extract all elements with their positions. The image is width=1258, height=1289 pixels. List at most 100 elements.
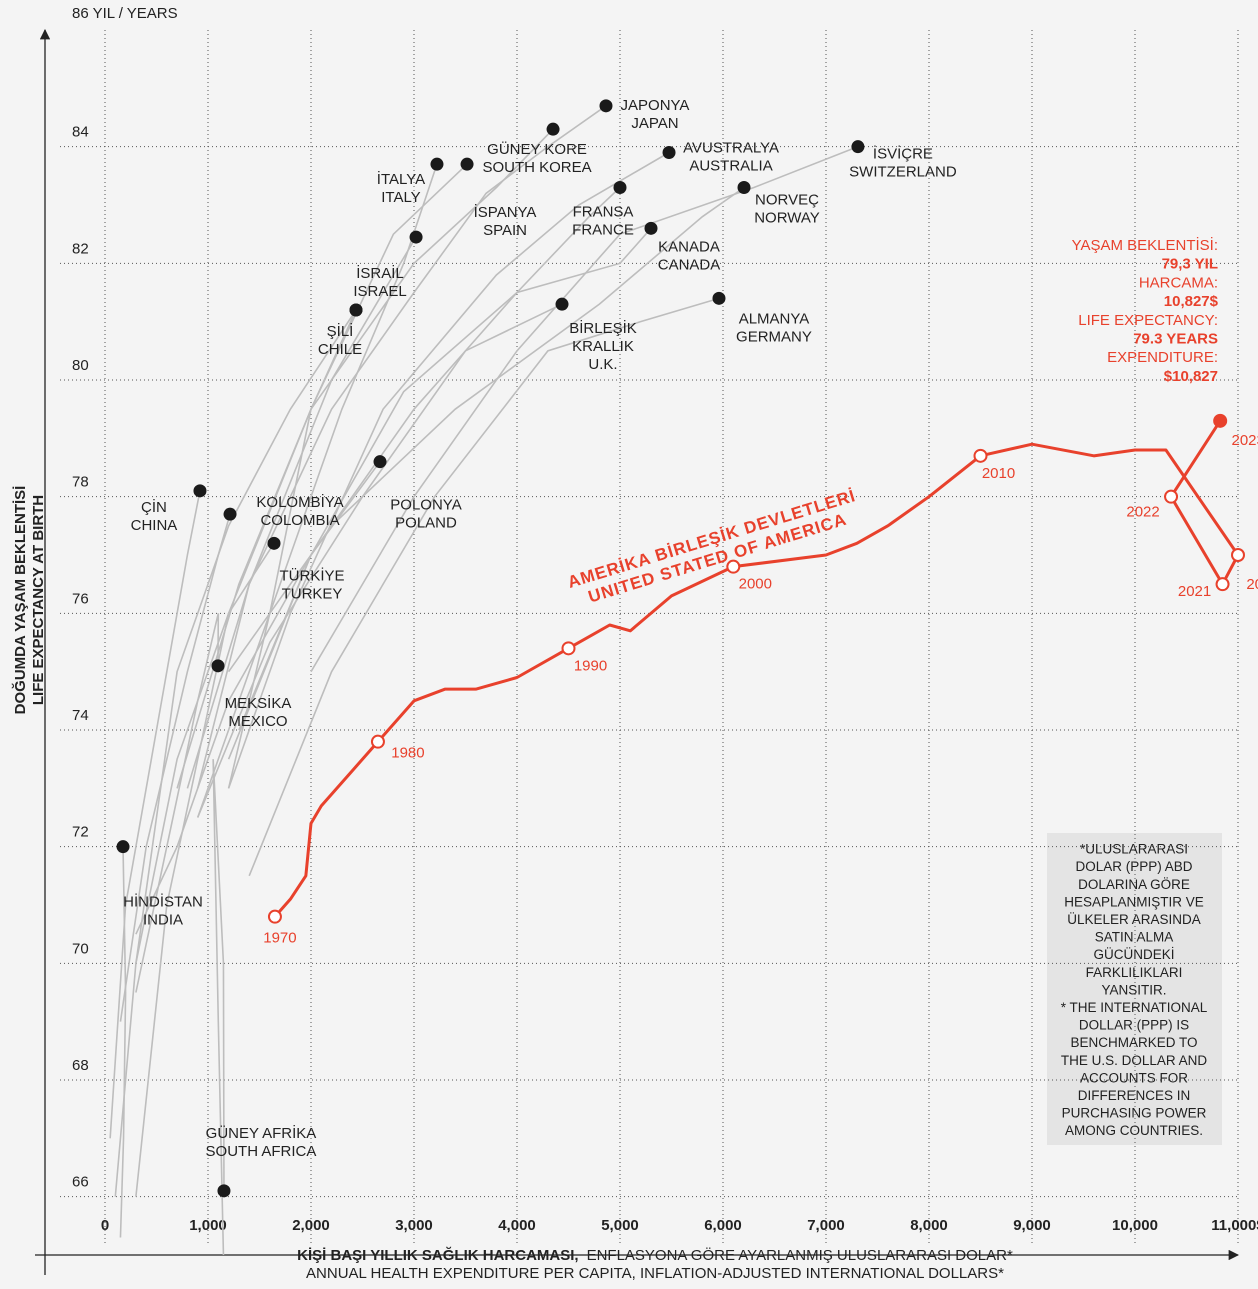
country-dot [644, 221, 658, 235]
note-line: AMONG COUNTRIES. [1065, 1123, 1203, 1138]
country-trail [114, 542, 275, 1197]
country-label: CANADA [658, 256, 721, 273]
country-dot [460, 157, 474, 171]
country-dot [555, 297, 569, 311]
x-tick-label: 1,000 [189, 1217, 227, 1234]
note-line: ÜLKELER ARASINDA [1067, 912, 1201, 927]
x-axis-label: KİŞİ BAŞI YILLIK SAĞLIK HARCAMASI, ENFLAS… [297, 1246, 1013, 1264]
country-label: ALMANYA [739, 310, 810, 327]
country-trail [227, 186, 621, 760]
x-tick-label: 9,000 [1013, 1217, 1051, 1234]
x-label-bold: KİŞİ BAŞI YILLIK SAĞLIK HARCAMASI, [297, 1246, 578, 1264]
country-dot [267, 536, 281, 550]
country-trail [310, 145, 859, 673]
country-dot [217, 1184, 231, 1198]
annotation: YAŞAM BEKLENTİSİ: [1072, 236, 1218, 254]
country-label: GÜNEY AFRİKA [206, 1124, 317, 1142]
note-line: DOLAR (PPP) ABD [1075, 859, 1192, 874]
country-label: MEKSİKA [225, 694, 292, 712]
country-label: KOLOMBİYA [256, 493, 343, 511]
note-box [1047, 833, 1222, 1145]
country-label: AVUSTRALYA [683, 139, 779, 156]
country-label: POLONYA [390, 497, 461, 514]
note-line: DOLLAR (PPP) IS [1079, 1018, 1189, 1033]
y-tick-label: 86 YIL / YEARS [72, 5, 178, 22]
country-label: İSPANYA [474, 203, 537, 221]
note-line: * THE INTERNATIONAL [1061, 1000, 1208, 1015]
country-trail [119, 513, 231, 1022]
country-label: U.K. [588, 356, 617, 373]
annotation: $10,827 [1164, 368, 1218, 385]
x-tick-label: 8,000 [910, 1217, 948, 1234]
country-label: SWITZERLAND [849, 164, 957, 181]
x-tick-label: 0 [101, 1217, 109, 1234]
country-trail [248, 297, 720, 877]
note-line: THE U.S. DOLLAR AND [1061, 1053, 1208, 1068]
country-label: CHINA [131, 517, 178, 534]
y-tick-label: 66 [72, 1174, 89, 1191]
country-label: BİRLEŞİK [569, 319, 637, 337]
y-axis-label-line: DOĞUMDA YAŞAM BEKLENTİSİ [11, 486, 29, 715]
country-label: JAPONYA [621, 97, 690, 114]
country-dot [116, 840, 130, 854]
x-tick-label: 11,000$ [1211, 1217, 1258, 1234]
country-label: ISRAEL [353, 283, 406, 300]
series-marker [561, 641, 576, 656]
annotation: 79.3 YEARS [1133, 330, 1218, 347]
note-line: *ULUSLARARASI [1080, 842, 1188, 857]
country-trail [135, 461, 381, 935]
y-tick-label: 70 [72, 940, 89, 957]
country-label: CHILE [318, 341, 362, 358]
annotation: EXPENDITURE: [1107, 349, 1218, 366]
country-dot [193, 484, 207, 498]
note-line: GÜCÜNDEKİ [1093, 947, 1174, 962]
country-dot [349, 303, 363, 317]
note-line: FARKLILIKLARI [1086, 965, 1183, 980]
annotation: 79,3 YIL [1162, 256, 1218, 273]
country-label: NORVEÇ [755, 191, 819, 208]
country-dot [373, 455, 387, 469]
country-label: FRANSA [573, 203, 634, 220]
y-tick-label: 76 [72, 590, 89, 607]
country-label: FRANCE [572, 221, 634, 238]
y-tick-label: 84 [72, 124, 89, 141]
country-label: AUSTRALIA [689, 157, 772, 174]
point-label: 2022 [1126, 504, 1159, 521]
country-trail [227, 151, 670, 789]
series-marker [1231, 548, 1245, 562]
y-tick-label: 80 [72, 357, 89, 374]
country-trail [135, 309, 357, 964]
note-line: PURCHASING POWER [1062, 1106, 1207, 1121]
series-line [273, 420, 1240, 918]
country-label: ÇİN [141, 498, 167, 516]
series-marker [726, 559, 741, 574]
y-tick-label: 68 [72, 1057, 89, 1074]
point-label: 2021 [1178, 583, 1211, 600]
note-line: HESAPLANMIŞTIR VE [1064, 894, 1204, 909]
x-tick-label: 6,000 [704, 1217, 742, 1234]
point-label: 2023 [1231, 432, 1258, 449]
country-trail [135, 128, 554, 1197]
country-label: GÜNEY KORE [487, 140, 587, 158]
country-label: SOUTH AFRICA [206, 1143, 317, 1160]
country-dot [211, 659, 225, 673]
x-tick-label: 3,000 [395, 1217, 433, 1234]
point-label: 2010 [982, 465, 1015, 482]
country-trail [196, 163, 438, 818]
country-dot [430, 157, 444, 171]
country-label: HİNDİSTAN [123, 893, 203, 911]
annotation: LIFE EXPECTANCY: [1078, 312, 1218, 329]
country-trail [135, 613, 220, 993]
x-axis-label-en: ANNUAL HEALTH EXPENDITURE PER CAPITA, IN… [306, 1265, 1004, 1282]
country-dot [737, 181, 751, 194]
series-marker [370, 734, 385, 749]
x-tick-label: 10,000 [1112, 1217, 1158, 1234]
country-label: JAPAN [631, 115, 678, 132]
y-tick-label: 74 [72, 707, 89, 724]
country-label: TÜRKİYE [280, 566, 345, 584]
country-label: COLOMBIA [260, 512, 339, 529]
point-label: 1970 [263, 930, 296, 947]
country-trail [186, 236, 417, 789]
